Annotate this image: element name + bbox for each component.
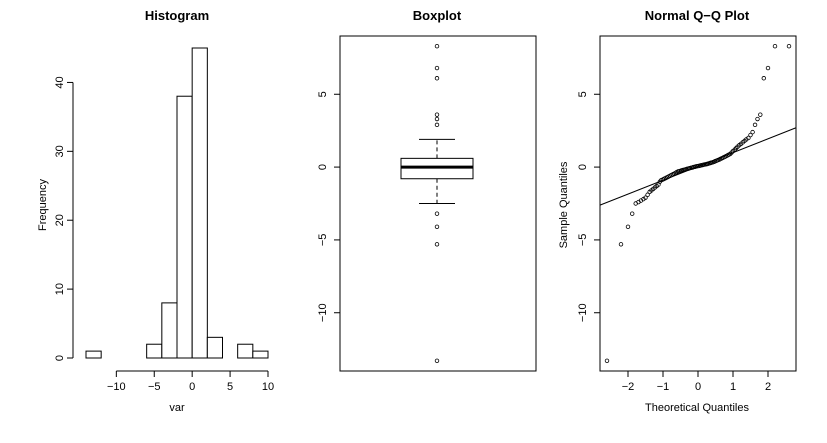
boxplot-outlier <box>434 224 440 230</box>
boxplot-outlier <box>434 65 440 71</box>
qq-point <box>765 65 771 71</box>
boxplot-outlier <box>434 76 440 81</box>
histogram-x-tick-label: −5 <box>148 381 161 393</box>
qq-point <box>604 358 610 364</box>
histogram-y-tick-label: 20 <box>54 214 66 226</box>
boxplot-outlier <box>434 116 440 122</box>
boxplot-outlier <box>434 242 440 247</box>
boxplot-outlier <box>434 211 440 216</box>
histogram-y-label: Frequency <box>37 179 49 231</box>
qq-x-tick-label: 2 <box>765 381 771 393</box>
histogram-y-tick-label: 40 <box>54 76 66 88</box>
histogram-x-tick-label: 5 <box>227 381 233 393</box>
histogram-bar <box>146 343 163 359</box>
qq-point <box>643 195 648 200</box>
qq-reference-line <box>599 127 797 206</box>
qq-point <box>755 116 760 122</box>
qq-x-tick-label: −2 <box>622 381 635 393</box>
qq-point <box>748 132 753 138</box>
qq-point <box>758 112 763 117</box>
histogram-x-tick-label: 0 <box>189 381 195 393</box>
histogram-bar <box>176 95 193 359</box>
boxplot-panel: Boxplot −10 −5 0 5 <box>317 8 537 372</box>
boxplot-outlier <box>434 358 440 364</box>
boxplot-y-tick-label: −10 <box>317 303 329 322</box>
histogram-bar <box>191 47 208 359</box>
histogram-x-tick-label: 10 <box>262 381 274 393</box>
histogram-bar <box>252 350 269 359</box>
histogram-bar <box>206 336 223 359</box>
boxplot-outlier <box>434 112 440 117</box>
qq-point <box>752 122 758 128</box>
histogram-y-tick-label: 0 <box>54 355 66 361</box>
boxplot-outlier <box>434 122 440 128</box>
boxplot-y-tick-label: 5 <box>317 91 329 97</box>
histogram-y-tick-label: 30 <box>54 145 66 157</box>
qq-point <box>761 76 766 81</box>
qq-x-tick-label: −1 <box>657 381 670 393</box>
qq-frame <box>599 35 797 372</box>
histogram-bar <box>161 302 178 359</box>
qq-x-tick-label: 0 <box>695 381 701 393</box>
qq-title: Normal Q−Q Plot <box>645 8 750 23</box>
boxplot-y-tick-label: −5 <box>317 234 329 247</box>
qq-point <box>625 224 631 230</box>
histogram-bar <box>237 343 254 359</box>
histogram-panel: Histogram var Frequency −10 −5 0 5 10 0 10 20 3… <box>37 8 274 414</box>
qq-point <box>750 129 755 135</box>
qq-point <box>645 192 650 197</box>
histogram-x-tick-label: −10 <box>107 381 126 393</box>
qq-y-label: Sample Quantiles <box>558 161 570 248</box>
qq-point <box>786 43 792 49</box>
boxplot-outlier <box>434 43 440 49</box>
qq-point <box>618 242 624 247</box>
qq-point <box>772 43 778 49</box>
qq-point <box>630 211 635 216</box>
histogram-title: Histogram <box>145 8 209 23</box>
boxplot-y-tick-label: 0 <box>317 164 329 170</box>
qq-y-tick-label: −10 <box>577 303 589 322</box>
histogram-y-tick-label: 10 <box>54 283 66 295</box>
boxplot-title: Boxplot <box>413 8 462 23</box>
qq-point <box>746 135 751 141</box>
qq-y-tick-label: −5 <box>577 234 589 247</box>
qq-y-tick-label: 5 <box>577 91 589 97</box>
qq-y-tick-label: 0 <box>577 164 589 170</box>
qq-panel: Normal Q−Q Plot Theoretical Quantiles Sa… <box>558 8 797 414</box>
qq-x-label: Theoretical Quantiles <box>645 402 749 414</box>
histogram-x-label: var <box>169 402 185 414</box>
histogram-bar <box>85 350 102 359</box>
qq-x-tick-label: 1 <box>730 381 736 393</box>
